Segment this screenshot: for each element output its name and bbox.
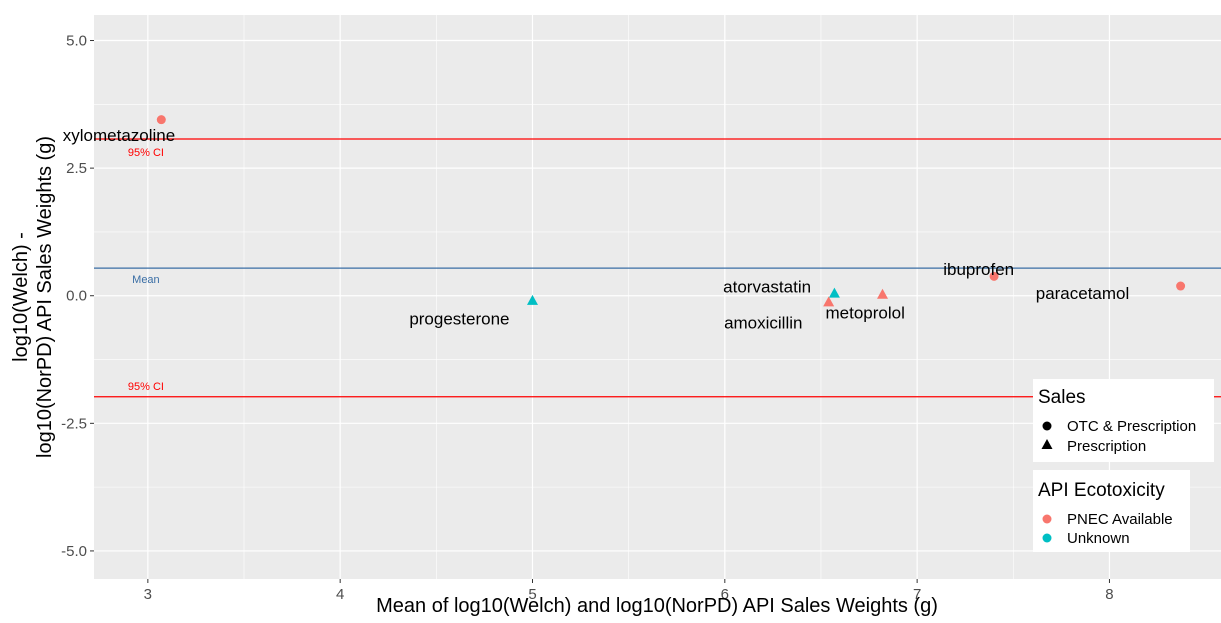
y-tick-label: 5.0 — [66, 33, 87, 50]
y-axis-title-line2: log10(NorPD) API Sales Weights (g) — [34, 136, 56, 458]
x-axis-title: Mean of log10(Welch) and log10(NorPD) AP… — [376, 595, 938, 617]
point-label-metoprolol: metoprolol — [826, 304, 905, 323]
y-tick-label: 0.0 — [66, 288, 87, 305]
legend-ecotoxicity: API Ecotoxicity PNEC Available Unknown — [1033, 470, 1190, 552]
x-tick-label: 5 — [528, 586, 536, 603]
mean-reference-label: Mean — [132, 274, 160, 286]
data-point-atorvastatin — [828, 287, 840, 298]
point-label-xylometazoline: xylometazoline — [63, 126, 175, 145]
legend-circle-icon — [1042, 421, 1052, 431]
legend-triangle-icon — [1041, 439, 1053, 449]
lower-reference-label: 95% CI — [128, 381, 164, 393]
legend-sales: Sales OTC & Prescription Prescription — [1033, 379, 1214, 462]
x-tick-label: 8 — [1105, 586, 1113, 603]
point-labels: xylometazoline progesterone atorvastatin am… — [63, 126, 1130, 332]
legend-ecotoxicity-item-unknown: Unknown — [1067, 530, 1130, 547]
legend-sales-title: Sales — [1038, 387, 1086, 408]
y-axis-ticks: 5.0 2.5 0.0 -2.5 -5.0 — [61, 33, 94, 560]
data-point-xylometazoline — [156, 115, 166, 125]
data-point-progesterone — [526, 294, 538, 305]
data-point-amoxicillin — [823, 296, 835, 307]
legend-ecotoxicity-item-pnec: PNEC Available — [1067, 511, 1173, 528]
point-label-ibuprofen: ibuprofen — [943, 260, 1014, 279]
legend-sales-item-otc: OTC & Prescription — [1067, 418, 1196, 435]
point-label-amoxicillin: amoxicillin — [724, 313, 802, 332]
upper-reference-label: 95% CI — [128, 147, 164, 159]
y-tick-label: 2.5 — [66, 160, 87, 177]
legend-sales-item-prescription: Prescription — [1067, 438, 1146, 455]
x-tick-label: 3 — [144, 586, 152, 603]
point-label-atorvastatin: atorvastatin — [723, 278, 811, 297]
data-point-paracetamol — [1176, 281, 1186, 291]
y-axis-title-line1: log10(Welch) - — [10, 232, 32, 362]
legend-pnec-swatch — [1042, 514, 1052, 524]
x-tick-label: 7 — [913, 586, 921, 603]
data-point-metoprolol — [877, 288, 889, 299]
legend-unknown-swatch — [1042, 533, 1052, 543]
x-axis-ticks: 3 4 5 6 7 8 — [144, 579, 1114, 603]
y-tick-label: -5.0 — [61, 543, 87, 560]
data-points — [156, 115, 1186, 307]
x-tick-label: 4 — [336, 586, 344, 603]
reference-lines: 95% CI Mean 95% CI — [94, 138, 1221, 398]
x-tick-label: 6 — [721, 586, 729, 603]
legend-sales-box — [1033, 379, 1214, 462]
point-label-progesterone: progesterone — [409, 310, 509, 329]
data-point-ibuprofen — [989, 271, 999, 281]
point-label-paracetamol: paracetamol — [1036, 284, 1130, 303]
y-tick-label: -2.5 — [61, 415, 87, 432]
legend-ecotoxicity-title: API Ecotoxicity — [1038, 480, 1165, 501]
legend-ecotoxicity-box — [1033, 470, 1190, 552]
